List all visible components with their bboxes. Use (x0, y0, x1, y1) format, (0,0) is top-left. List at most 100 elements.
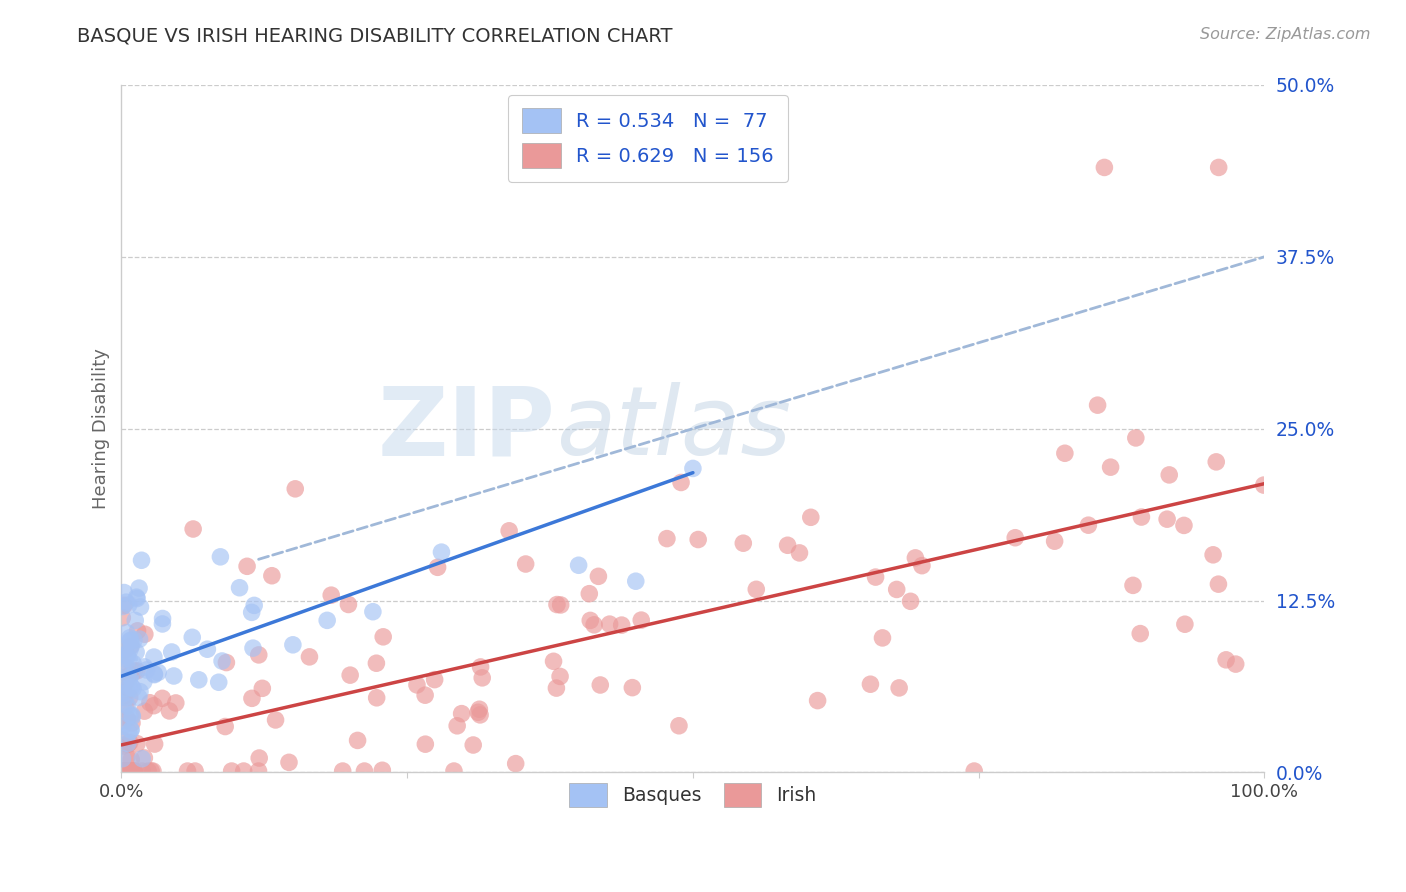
Point (122, 657, 145, 671)
Point (114, 764, 136, 778)
Point (1202, 548, 1225, 562)
Point (115, 595, 138, 609)
Point (339, 668, 361, 682)
Point (450, 706, 472, 721)
Point (112, 697, 135, 711)
Point (118, 764, 141, 778)
Point (143, 666, 166, 681)
Point (599, 617, 621, 632)
Point (122, 681, 145, 696)
Point (117, 736, 139, 750)
Point (543, 654, 565, 668)
Point (361, 605, 384, 619)
Point (1122, 578, 1144, 592)
Point (548, 669, 571, 683)
Point (184, 764, 207, 778)
Point (316, 613, 339, 627)
Point (588, 569, 610, 583)
Point (112, 689, 135, 703)
Point (120, 753, 142, 767)
Point (125, 645, 148, 659)
Point (117, 662, 139, 676)
Point (1208, 161, 1230, 175)
Point (120, 723, 142, 738)
Point (181, 630, 204, 644)
Point (505, 756, 527, 771)
Point (152, 617, 174, 632)
Point (112, 764, 135, 778)
Text: ZIP: ZIP (378, 382, 555, 475)
Point (117, 764, 139, 778)
Point (240, 691, 263, 706)
Point (284, 482, 307, 496)
Point (872, 631, 894, 645)
Point (688, 533, 710, 547)
Point (215, 656, 238, 670)
Point (125, 590, 148, 604)
Point (118, 652, 141, 666)
Point (124, 614, 146, 628)
Point (578, 587, 600, 601)
Point (242, 641, 264, 656)
Point (187, 673, 209, 687)
Point (112, 599, 135, 613)
Point (125, 737, 148, 751)
Point (114, 682, 136, 697)
Point (298, 649, 321, 664)
Point (115, 749, 138, 764)
Point (546, 681, 568, 695)
Point (115, 712, 138, 726)
Point (1205, 455, 1227, 469)
Point (143, 667, 166, 681)
Point (115, 625, 138, 640)
Point (131, 553, 153, 567)
Point (131, 764, 153, 778)
Point (125, 664, 148, 678)
Point (247, 648, 270, 662)
Point (134, 751, 156, 765)
Point (117, 648, 139, 663)
Point (142, 764, 165, 778)
Point (114, 643, 136, 657)
Point (243, 599, 266, 613)
Point (117, 667, 139, 681)
Point (800, 510, 823, 524)
Point (152, 611, 174, 625)
Point (135, 663, 157, 677)
Point (1125, 431, 1147, 445)
Point (120, 639, 142, 653)
Point (176, 764, 198, 778)
Point (117, 699, 139, 714)
Point (332, 764, 354, 778)
Point (859, 677, 882, 691)
Point (463, 738, 485, 752)
Point (1208, 577, 1230, 591)
Point (181, 522, 204, 536)
Point (150, 691, 173, 706)
Point (120, 633, 142, 648)
Point (121, 680, 143, 694)
Point (221, 764, 243, 778)
Point (114, 659, 136, 673)
Point (228, 581, 250, 595)
Point (468, 702, 491, 716)
Point (120, 764, 142, 778)
Point (118, 707, 141, 722)
Point (122, 664, 145, 678)
Point (129, 599, 152, 614)
Point (321, 588, 343, 602)
Point (128, 581, 150, 595)
Point (236, 559, 259, 574)
Point (118, 726, 141, 740)
Point (111, 733, 134, 747)
Point (446, 719, 468, 733)
Point (118, 631, 141, 645)
Point (1077, 518, 1099, 533)
Point (655, 532, 678, 546)
Point (121, 716, 143, 731)
Point (240, 606, 263, 620)
Point (467, 706, 489, 720)
Point (146, 665, 169, 680)
Point (136, 764, 159, 778)
Point (1225, 657, 1247, 672)
